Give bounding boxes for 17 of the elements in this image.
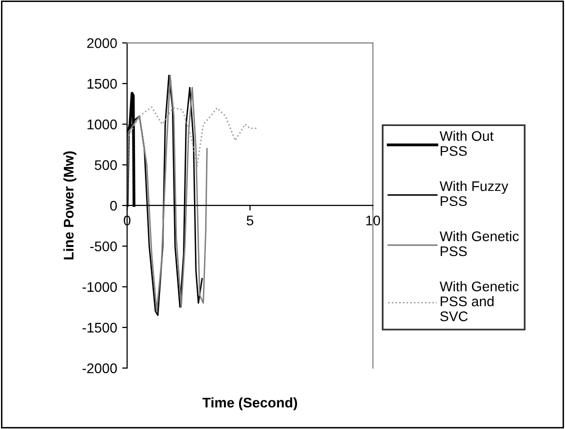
y-tick-label: 2000 [87,38,117,48]
x-tick-label: 10 [366,216,380,226]
y-tick-label: -500 [90,241,117,252]
y-tick-label: 500 [94,160,117,170]
y-tick-label: -1500 [82,322,117,333]
y-tick-label: 1500 [88,78,117,89]
y-tick-label: -1000 [82,282,117,292]
legend-label: With Genetic PSS [440,231,519,256]
y-tick-label: -2000 [82,363,117,374]
y-tick-label: 1000 [88,120,117,130]
y-axis-title: Line Power (Mw) [63,151,76,260]
legend-label: With Genetic PSS and SVC [440,281,519,322]
y-tick-label: 0 [110,200,117,211]
x-axis-title: Time (Second) [202,397,298,410]
x-tick-label: 5 [246,216,254,226]
legend-label: With Fuzzy PSS [440,180,508,206]
legend-label: With Out PSS [440,130,494,156]
